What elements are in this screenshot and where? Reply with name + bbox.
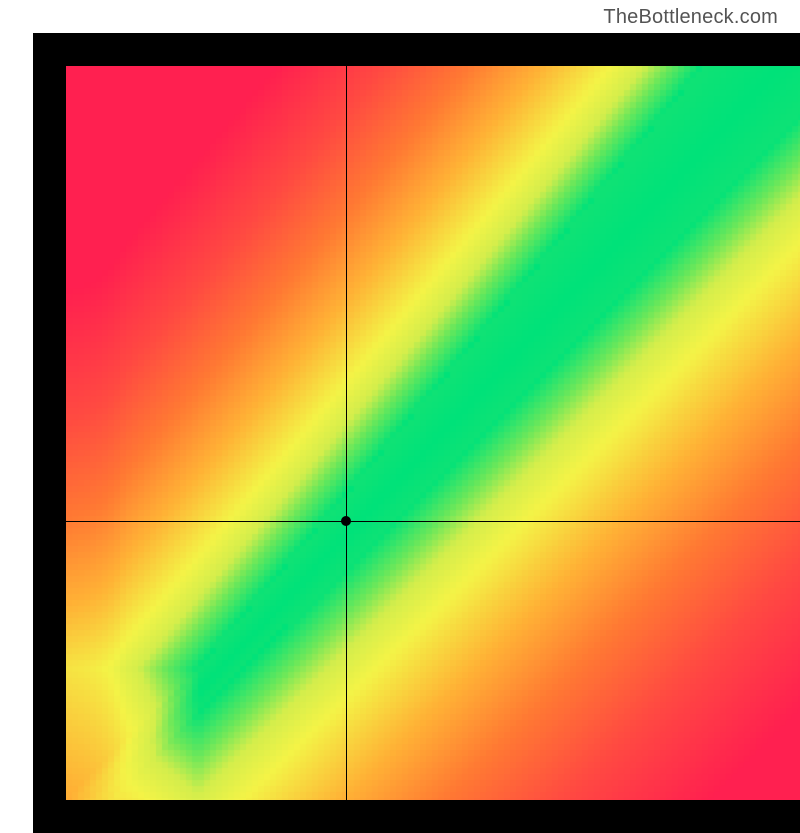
plot-area bbox=[66, 66, 800, 800]
chart-container: TheBottleneck.com bbox=[0, 0, 800, 800]
crosshair-horizontal bbox=[66, 521, 800, 522]
heatmap-canvas bbox=[66, 66, 800, 800]
plot-frame bbox=[33, 33, 800, 833]
watermark-text: TheBottleneck.com bbox=[603, 6, 778, 29]
crosshair-vertical bbox=[346, 66, 347, 800]
marker-dot bbox=[341, 516, 351, 526]
